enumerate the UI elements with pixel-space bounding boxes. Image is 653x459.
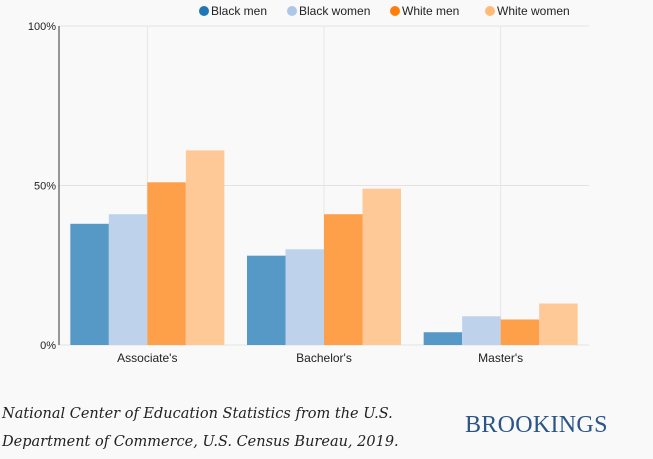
bar-white-men-associates[interactable] [147,182,186,345]
x-category-label: Bachelor's [296,351,352,365]
legend-label: White men [402,4,459,18]
legend-item[interactable]: Black men [199,4,267,18]
legend-item[interactable]: White men [390,4,459,18]
bar-white-women-associates[interactable] [185,150,225,345]
bar-black-men-masters[interactable] [423,332,463,345]
axes: 0% 50% 100% Associate's Bachelor's Master's [28,21,523,365]
bar-black-men-bachelors[interactable] [247,255,286,345]
source-note: National Center of Education Statistics … [2,400,399,456]
legend-item[interactable]: White women [485,4,570,18]
legend-label: Black men [211,4,267,18]
legend-swatch-icon [485,6,495,16]
bar-white-men-bachelors[interactable] [324,214,363,345]
y-tick-label: 0% [40,340,56,352]
legend-swatch-icon [287,6,297,16]
bar-white-men-masters[interactable] [500,319,540,345]
y-tick-label: 50% [34,181,56,193]
bar-white-women-masters[interactable] [539,303,578,345]
x-category-label: Associate's [117,351,177,365]
legend-swatch-icon [390,6,400,16]
legend: Black men Black women White men White women [199,4,570,18]
bar-black-women-bachelors[interactable] [285,249,325,345]
source-line-2: Department of Commerce, U.S. Census Bure… [2,434,399,450]
bar-chart: 0% 50% 100% Associate's Bachelor's Master's B… [28,4,589,365]
legend-label: White women [497,4,570,18]
x-category-label: Master's [478,351,523,365]
bar-black-men-associates[interactable] [70,223,109,345]
bar-black-women-associates[interactable] [108,214,148,345]
legend-swatch-icon [199,6,209,16]
brookings-logo: BROOKINGS [465,412,608,438]
y-tick-label: 100% [28,21,56,33]
bar-white-women-bachelors[interactable] [362,188,402,345]
legend-label: Black women [299,4,370,18]
bar-black-women-masters[interactable] [462,316,501,345]
legend-item[interactable]: Black women [287,4,370,18]
source-line-1: National Center of Education Statistics … [2,406,393,422]
bars [70,150,578,345]
